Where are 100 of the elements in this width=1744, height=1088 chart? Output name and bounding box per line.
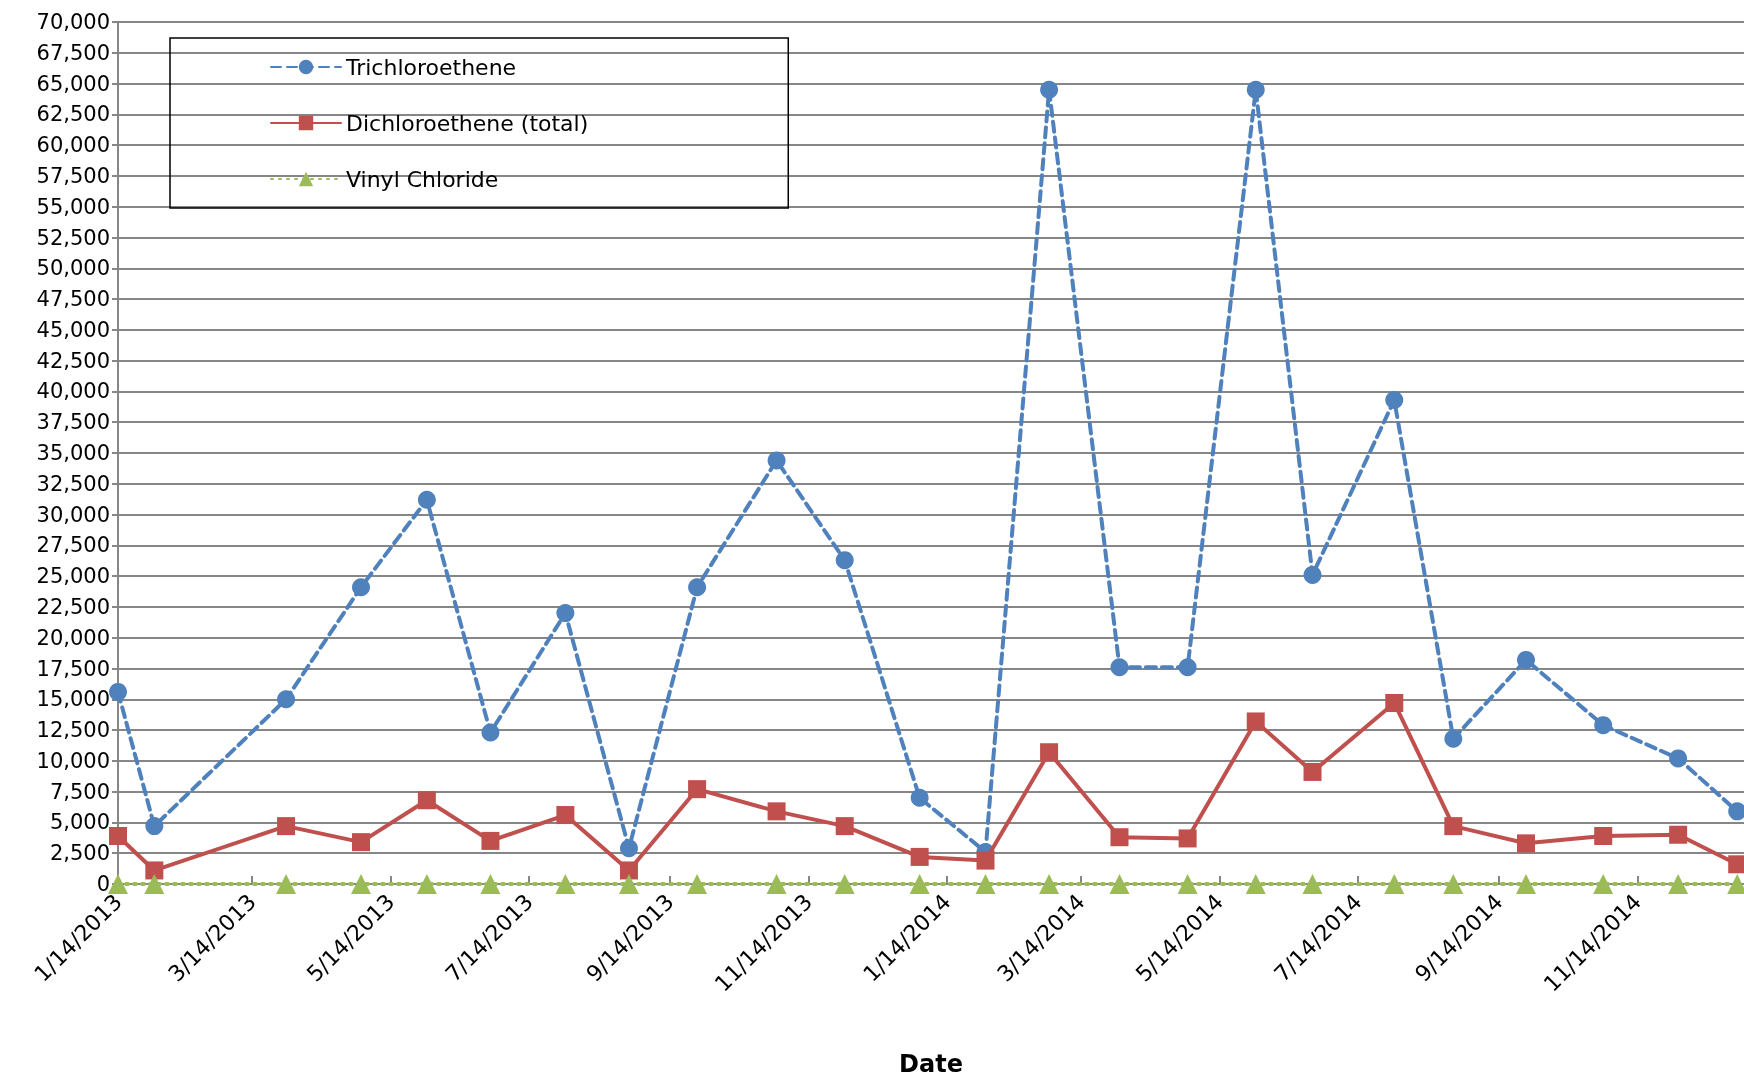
y-tick-label: 40,000 bbox=[36, 379, 110, 404]
point bbox=[145, 817, 164, 836]
point bbox=[1668, 874, 1689, 894]
y-tick-label: 52,500 bbox=[36, 225, 110, 250]
point bbox=[767, 451, 786, 470]
point bbox=[1246, 712, 1265, 731]
y-tick-label: 32,500 bbox=[36, 471, 110, 496]
point bbox=[1669, 825, 1688, 844]
point bbox=[1039, 874, 1060, 894]
point bbox=[417, 791, 436, 810]
point bbox=[1040, 80, 1059, 99]
point bbox=[416, 874, 437, 894]
point bbox=[1178, 658, 1197, 677]
y-tick-label: 30,000 bbox=[36, 502, 110, 527]
y-tick-label: 12,500 bbox=[36, 718, 110, 743]
point bbox=[352, 578, 370, 597]
y-tick-label: 60,000 bbox=[36, 133, 110, 158]
point bbox=[688, 578, 707, 597]
point bbox=[976, 851, 995, 870]
point bbox=[619, 839, 638, 858]
point bbox=[975, 874, 996, 894]
legend-label: Trichloroethene bbox=[345, 54, 517, 80]
y-tick-label: 62,500 bbox=[36, 102, 110, 127]
y-tick-label: 42,500 bbox=[36, 348, 110, 373]
point bbox=[618, 874, 639, 894]
y-tick-label: 20,000 bbox=[36, 625, 110, 650]
point bbox=[766, 874, 787, 894]
y-tick-label: 67,500 bbox=[36, 40, 110, 65]
point bbox=[1444, 817, 1463, 836]
x-axis-title: Date bbox=[899, 1050, 963, 1078]
point bbox=[910, 788, 929, 807]
y-tick-label: 22,500 bbox=[36, 594, 110, 619]
y-tick-label: 45,000 bbox=[36, 317, 110, 342]
point bbox=[687, 874, 708, 894]
point bbox=[1443, 874, 1464, 894]
point bbox=[481, 831, 500, 850]
point bbox=[1593, 874, 1614, 894]
point bbox=[1303, 762, 1322, 781]
legend-label: Vinyl Chloride bbox=[346, 166, 499, 192]
point bbox=[1178, 829, 1197, 848]
point bbox=[108, 874, 128, 894]
point bbox=[834, 874, 855, 894]
point bbox=[1246, 80, 1265, 99]
point bbox=[481, 723, 500, 742]
point bbox=[417, 490, 436, 509]
y-tick-label: 0 bbox=[96, 872, 110, 896]
y-tick-label: 70,000 bbox=[36, 10, 110, 34]
point bbox=[1110, 828, 1129, 847]
point bbox=[109, 826, 127, 845]
y-tick-label: 27,500 bbox=[36, 533, 110, 558]
point bbox=[1444, 729, 1463, 748]
y-tick-label: 37,500 bbox=[36, 410, 110, 435]
point bbox=[909, 874, 930, 894]
y-tick-label: 5,000 bbox=[49, 810, 110, 835]
point bbox=[277, 690, 296, 709]
point bbox=[480, 874, 501, 894]
point bbox=[835, 817, 854, 836]
point bbox=[688, 780, 707, 799]
point bbox=[835, 551, 854, 570]
y-tick-label: 10,000 bbox=[36, 748, 110, 773]
point bbox=[276, 874, 297, 894]
legend-label: Dichloroethene (total) bbox=[346, 110, 589, 136]
y-tick-label: 2,500 bbox=[49, 841, 110, 866]
point bbox=[1516, 834, 1535, 853]
point bbox=[277, 817, 296, 836]
point bbox=[1515, 874, 1536, 894]
y-tick-label: 55,000 bbox=[36, 194, 110, 219]
point bbox=[1245, 874, 1266, 894]
point bbox=[1109, 874, 1130, 894]
point bbox=[1385, 693, 1404, 712]
point bbox=[1385, 391, 1404, 410]
point bbox=[1517, 650, 1535, 669]
y-tick-label: 47,500 bbox=[36, 287, 110, 312]
y-tick-label: 50,000 bbox=[36, 256, 110, 281]
y-tick-label: 35,000 bbox=[36, 441, 110, 465]
point bbox=[1594, 716, 1613, 735]
point bbox=[910, 847, 929, 866]
point bbox=[556, 806, 575, 825]
y-tick-label: 17,500 bbox=[36, 656, 110, 681]
point bbox=[555, 874, 576, 894]
point bbox=[351, 833, 370, 852]
point bbox=[144, 874, 165, 894]
point bbox=[1303, 565, 1322, 584]
point bbox=[767, 802, 786, 821]
point bbox=[1594, 826, 1613, 845]
point bbox=[1110, 658, 1129, 677]
point bbox=[1302, 874, 1323, 894]
point bbox=[619, 861, 638, 880]
y-tick-label: 65,000 bbox=[36, 71, 110, 96]
point bbox=[145, 861, 164, 880]
point bbox=[1669, 749, 1688, 768]
y-tick-label: 7,500 bbox=[49, 779, 110, 804]
y-tick-label: 57,500 bbox=[36, 163, 110, 188]
y-tick-label: 25,000 bbox=[36, 564, 110, 589]
point bbox=[556, 604, 575, 623]
y-tick-label: 15,000 bbox=[36, 687, 110, 712]
point bbox=[1384, 874, 1405, 894]
point bbox=[109, 682, 127, 701]
point bbox=[1040, 743, 1059, 762]
point bbox=[1177, 874, 1198, 894]
